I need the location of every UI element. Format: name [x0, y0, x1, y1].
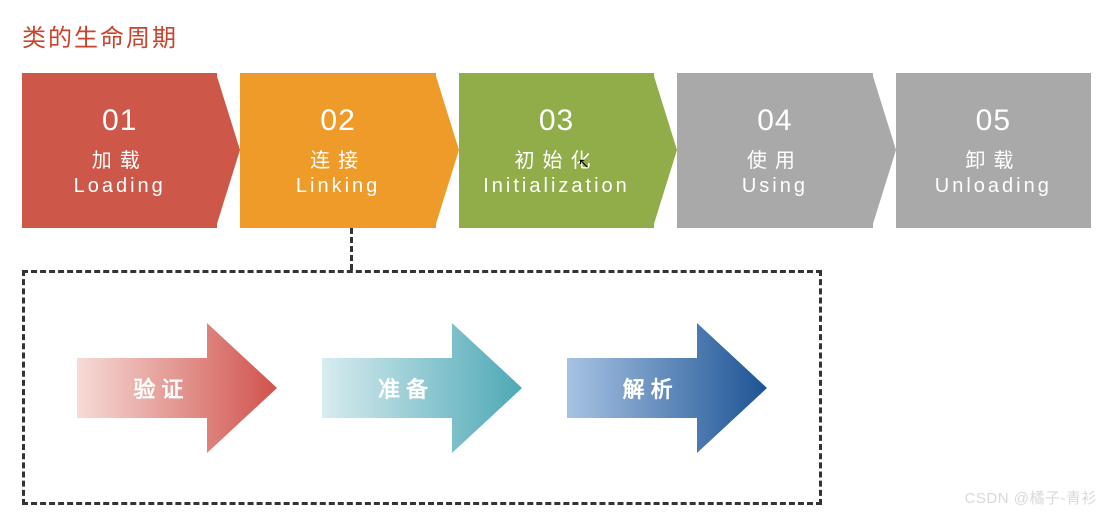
linking-step-resolve: 解析	[567, 323, 767, 453]
watermark-text: CSDN @橘子-青衫	[965, 487, 1097, 508]
stage-03: 03 初始化 Initialization	[459, 73, 654, 228]
stage-01-number: 01	[102, 104, 137, 138]
stage-01-en: Loading	[74, 175, 166, 198]
linking-step-prepare-label: 准备	[378, 372, 434, 404]
linking-step-verify: 验证	[77, 323, 277, 453]
stage-04-cn: 使用	[747, 144, 803, 173]
stage-02-cn: 连接	[310, 144, 366, 173]
linking-step-prepare: 准备	[322, 323, 522, 453]
stage-03-number: 03	[539, 104, 574, 138]
stage-05: 05 卸载 Unloading	[896, 73, 1091, 228]
stage-02-en: Linking	[296, 175, 380, 198]
stage-05-number: 05	[976, 104, 1011, 138]
chevron-02	[435, 73, 459, 227]
linking-step-resolve-label: 解析	[623, 372, 679, 404]
chevron-01	[216, 73, 240, 227]
stage-05-cn: 卸载	[965, 144, 1021, 173]
chevron-04	[872, 73, 896, 227]
lifecycle-flow-row: 01 加载 Loading 02 连接 Linking 03 初始化 Initi…	[22, 73, 1091, 228]
stage-03-en: Initialization	[483, 175, 630, 198]
linking-step-verify-label: 验证	[133, 372, 189, 404]
stage-01-cn: 加载	[92, 144, 148, 173]
linking-connector-line	[350, 228, 353, 270]
stage-01: 01 加载 Loading	[22, 73, 217, 228]
stage-04-en: Using	[742, 175, 808, 198]
stage-04-number: 04	[757, 104, 792, 138]
chevron-03	[653, 73, 677, 227]
diagram-title: 类的生命周期	[22, 18, 1091, 53]
stage-02: 02 连接 Linking	[240, 73, 435, 228]
stage-02-number: 02	[320, 104, 355, 138]
linking-detail-box: 验证 准备 解析	[22, 270, 822, 505]
stage-05-en: Unloading	[935, 175, 1052, 198]
stage-04: 04 使用 Using	[677, 73, 872, 228]
stage-03-cn: 初始化	[515, 144, 599, 173]
